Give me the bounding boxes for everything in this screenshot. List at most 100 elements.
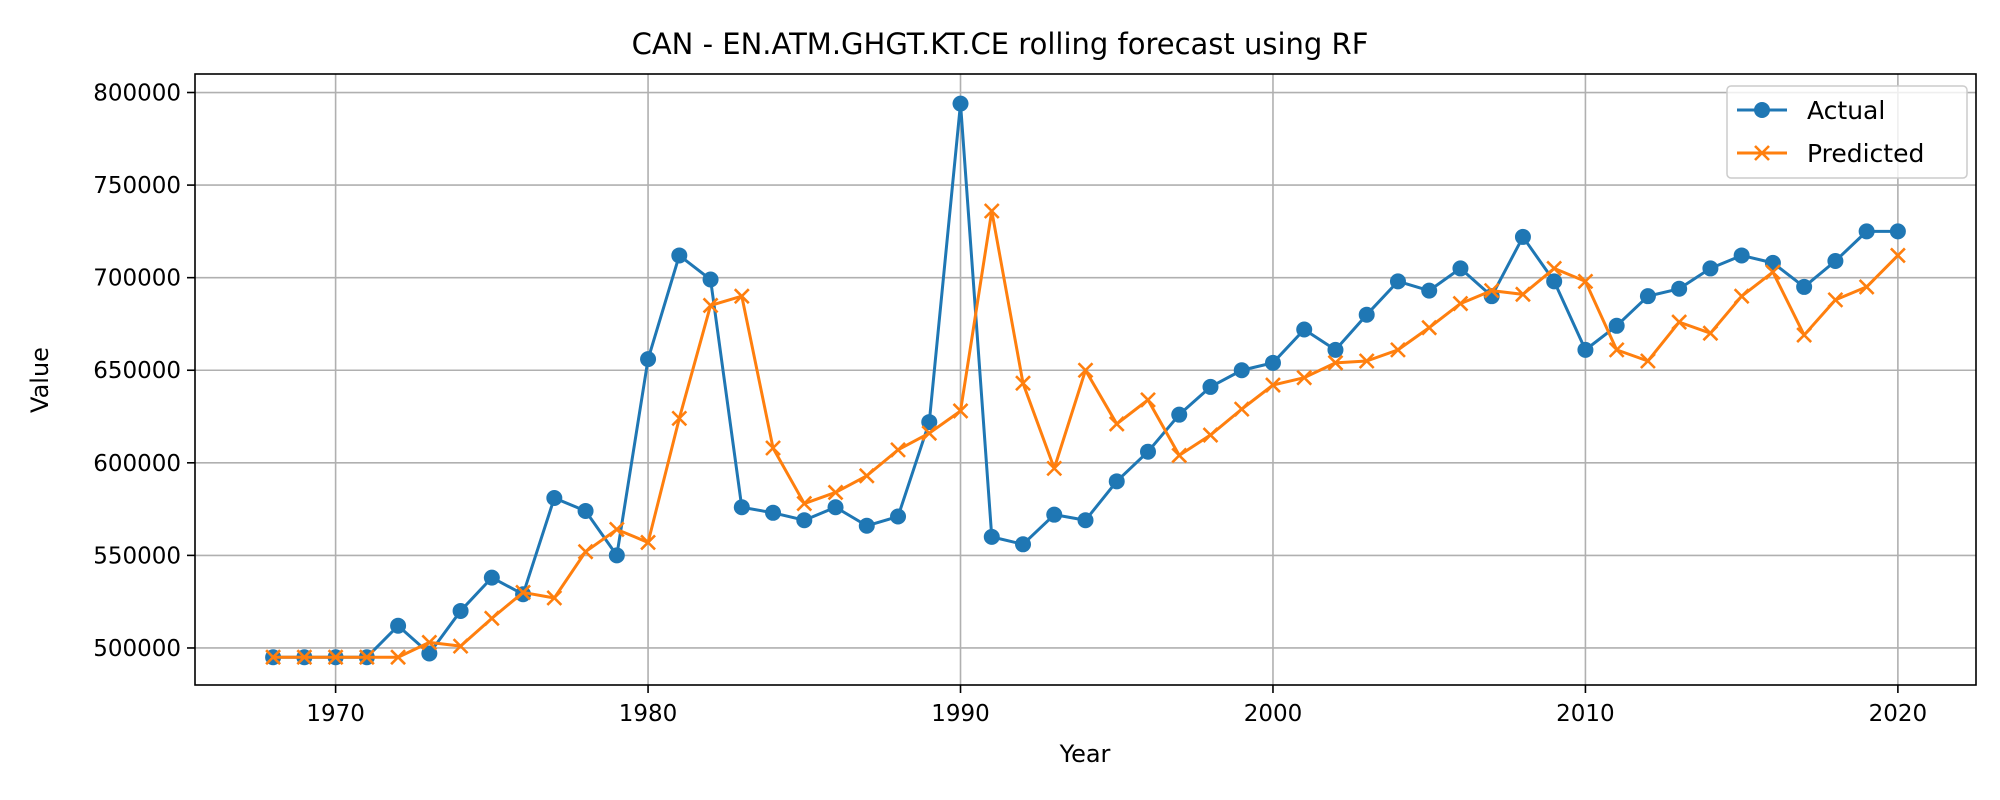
data-point-predicted <box>1546 260 1563 277</box>
data-point-actual <box>796 512 813 529</box>
data-point-actual <box>390 617 407 634</box>
x-tick-label: 1970 <box>306 701 365 727</box>
data-point-predicted <box>1608 341 1625 358</box>
data-point-predicted <box>1358 353 1375 369</box>
y-tick-label: 500000 <box>93 636 181 662</box>
data-point-predicted <box>1390 341 1406 358</box>
data-point-actual <box>1389 273 1406 290</box>
data-point-predicted <box>421 634 438 651</box>
data-point-predicted <box>1483 282 1500 299</box>
data-point-predicted <box>1827 291 1844 308</box>
data-point-predicted <box>1108 416 1125 432</box>
y-axis-label: Value <box>26 347 54 413</box>
data-point-predicted <box>1202 427 1219 443</box>
data-point-predicted <box>1233 401 1250 418</box>
data-point-predicted <box>1296 369 1313 386</box>
data-point-predicted <box>733 288 750 305</box>
x-tick-label: 2010 <box>1556 701 1615 727</box>
x-axis-ticks: 1970 1980 1990 2000 2010 2020 <box>306 685 1927 727</box>
data-point-actual <box>1264 354 1281 371</box>
y-tick-label: 700000 <box>93 266 181 292</box>
data-point-predicted <box>640 534 656 551</box>
chart-title: CAN - EN.ATM.GHGT.KT.CE rolling forecast… <box>632 27 1369 61</box>
data-point-actual <box>1171 406 1188 423</box>
data-point-actual <box>827 499 844 516</box>
data-point-actual <box>1108 473 1125 490</box>
data-point-predicted <box>265 649 282 666</box>
data-point-actual <box>671 247 688 264</box>
data-point-predicted <box>1140 391 1156 408</box>
data-point-predicted <box>577 543 594 560</box>
data-point-actual <box>452 602 469 619</box>
legend-marker <box>1754 102 1770 118</box>
data-point-actual <box>1015 536 1032 553</box>
data-point-predicted <box>983 203 1000 219</box>
series-line-actual <box>273 102 1898 659</box>
y-axis-ticks: 500000 550000 600000 650000 700000 750000 8000… <box>93 81 195 662</box>
legend: Actual Predicted <box>1726 85 1968 179</box>
legend-entry-actual: Actual <box>1737 96 1885 125</box>
legend-label: Actual <box>1807 96 1885 125</box>
y-tick-label: 550000 <box>93 543 181 569</box>
data-point-predicted <box>1015 375 1031 392</box>
data-point-actual <box>1296 321 1313 338</box>
data-point-predicted <box>1265 377 1281 393</box>
data-point-actual <box>1514 228 1531 245</box>
data-point-predicted <box>1889 247 1906 264</box>
data-point-predicted <box>327 649 344 666</box>
data-point-predicted <box>1046 460 1063 477</box>
y-tick-label: 600000 <box>93 451 181 477</box>
data-point-predicted <box>452 638 469 655</box>
legend-label: Predicted <box>1807 139 1924 168</box>
data-point-actual <box>1202 378 1219 395</box>
data-point-actual <box>1452 260 1469 277</box>
data-point-actual <box>1358 306 1375 323</box>
data-point-actual <box>1546 273 1563 290</box>
data-point-predicted <box>1796 327 1813 343</box>
data-point-predicted <box>546 590 563 606</box>
data-point-actual <box>702 271 719 288</box>
data-point-actual <box>921 414 938 431</box>
data-point-actual <box>765 504 782 521</box>
data-point-actual <box>1764 254 1781 271</box>
data-point-predicted <box>1171 447 1188 464</box>
data-point-actual <box>1733 247 1750 264</box>
data-point-actual <box>1639 288 1656 305</box>
data-point-predicted <box>1452 295 1469 312</box>
data-point-actual <box>1327 341 1344 358</box>
data-point-actual <box>1233 362 1250 379</box>
x-tick-label: 2000 <box>1244 701 1303 727</box>
data-point-actual <box>1046 506 1063 523</box>
data-point-actual <box>608 547 625 564</box>
legend-entry-predicted: Predicted <box>1737 139 1924 168</box>
y-tick-label: 800000 <box>93 81 181 107</box>
data-point-predicted <box>1858 279 1875 295</box>
plot-frame <box>194 73 1977 686</box>
data-point-actual <box>1077 512 1094 529</box>
data-point-predicted <box>1702 325 1719 342</box>
legend-marker <box>1754 145 1770 161</box>
data-point-predicted <box>702 297 719 314</box>
data-point-actual <box>483 569 500 586</box>
data-point-predicted <box>1577 273 1594 290</box>
data-point-actual <box>1796 278 1813 295</box>
data-point-actual <box>952 95 969 112</box>
data-point-actual <box>421 645 438 662</box>
data-point-predicted <box>1327 354 1344 371</box>
data-point-predicted <box>1515 286 1531 303</box>
data-point-predicted <box>890 441 906 458</box>
data-point-actual <box>1858 223 1875 240</box>
data-point-predicted <box>1671 314 1688 331</box>
data-point-actual <box>1827 253 1844 270</box>
data-point-predicted <box>296 649 313 666</box>
x-tick-label: 1980 <box>619 701 678 727</box>
data-point-predicted <box>1640 353 1656 369</box>
series-actual <box>265 95 1906 666</box>
series-layer <box>265 95 1906 666</box>
data-point-actual <box>1421 282 1438 299</box>
data-point-actual <box>1702 260 1719 277</box>
data-point-actual <box>640 351 657 368</box>
data-point-predicted <box>858 467 875 484</box>
data-point-predicted <box>921 425 938 442</box>
